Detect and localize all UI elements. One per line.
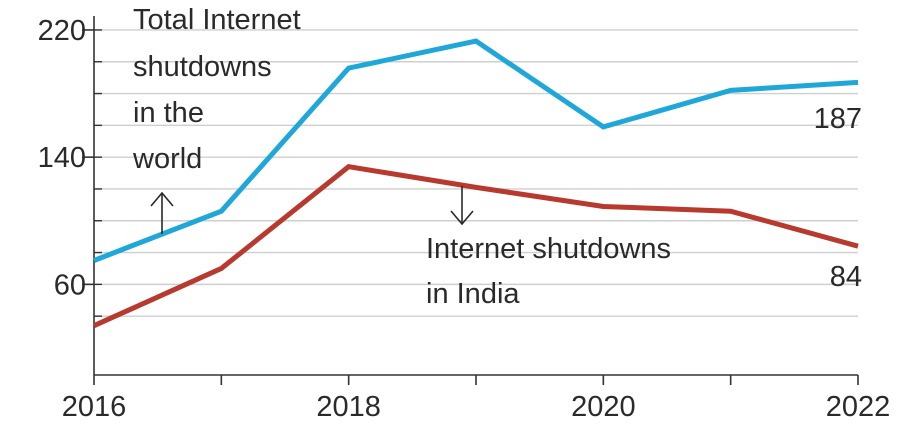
india-annotation-line-1: Internet shutdowns: [426, 233, 671, 265]
down-arrow-icon: [450, 186, 474, 226]
y-tick-label: 220: [38, 15, 86, 47]
up-arrow-icon: [150, 191, 174, 234]
world-annotation-line-2: shutdowns: [133, 51, 272, 83]
y-axis: 220 140 60: [38, 15, 102, 375]
x-tick-label: 2020: [571, 391, 636, 423]
x-axis: 2016 2018 2020 2022: [62, 374, 891, 423]
x-tick-label: 2016: [62, 391, 127, 423]
y-tick-label: 60: [54, 269, 86, 301]
y-tick-label: 140: [38, 142, 86, 174]
series-line-india: [92, 164, 859, 328]
x-tick-label: 2022: [826, 391, 891, 423]
series-lines: [92, 38, 859, 328]
world-annotation-line-3: in the: [133, 97, 204, 129]
india-annotation-line-2: in India: [426, 278, 520, 310]
world-annotation-line-1: Total Internet: [133, 4, 301, 36]
india-end-label: 84: [830, 261, 862, 293]
x-tick-label: 2018: [316, 391, 381, 423]
world-end-label: 187: [814, 103, 862, 135]
india-annotation: Internet shutdowns in India: [426, 233, 679, 310]
world-annotation: Total Internet shutdowns in the world: [132, 4, 309, 175]
series-line-world: [93, 38, 859, 263]
world-annotation-line-4: world: [132, 143, 202, 175]
